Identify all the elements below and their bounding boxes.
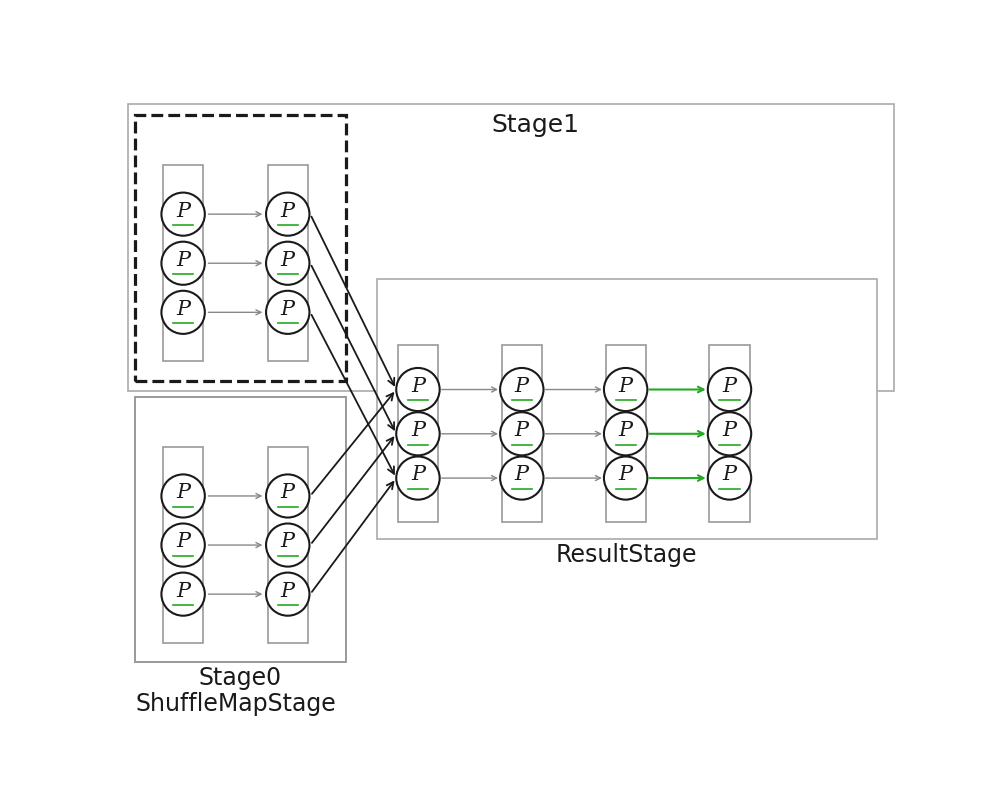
Circle shape bbox=[161, 573, 205, 616]
Text: P: P bbox=[281, 582, 295, 601]
Circle shape bbox=[161, 242, 205, 285]
Circle shape bbox=[604, 368, 647, 411]
Text: P: P bbox=[176, 251, 190, 270]
Circle shape bbox=[396, 456, 440, 500]
Text: P: P bbox=[281, 251, 295, 270]
Circle shape bbox=[604, 413, 647, 456]
Text: P: P bbox=[176, 202, 190, 220]
Circle shape bbox=[708, 456, 751, 500]
Bar bbox=[163, 165, 203, 361]
Bar bbox=[377, 279, 877, 539]
Text: P: P bbox=[619, 465, 633, 484]
Text: Stage0: Stage0 bbox=[199, 666, 282, 690]
Circle shape bbox=[266, 290, 309, 334]
Text: P: P bbox=[722, 465, 736, 484]
Text: P: P bbox=[176, 300, 190, 318]
Text: P: P bbox=[411, 465, 425, 484]
Text: P: P bbox=[411, 377, 425, 396]
Text: P: P bbox=[176, 532, 190, 551]
Text: P: P bbox=[619, 421, 633, 440]
Circle shape bbox=[161, 192, 205, 235]
Bar bbox=[268, 165, 308, 361]
Text: P: P bbox=[722, 421, 736, 440]
Text: ShuffleMapStage: ShuffleMapStage bbox=[135, 692, 336, 716]
Bar bbox=[128, 105, 894, 391]
Circle shape bbox=[161, 290, 205, 334]
Circle shape bbox=[266, 192, 309, 235]
Text: P: P bbox=[281, 484, 295, 503]
Bar bbox=[163, 447, 203, 643]
Text: P: P bbox=[515, 421, 529, 440]
Text: P: P bbox=[281, 202, 295, 220]
Circle shape bbox=[266, 523, 309, 567]
Circle shape bbox=[266, 474, 309, 518]
Text: P: P bbox=[176, 484, 190, 503]
Bar bbox=[135, 115, 346, 381]
Text: P: P bbox=[619, 377, 633, 396]
Text: P: P bbox=[515, 465, 529, 484]
Circle shape bbox=[500, 413, 544, 456]
Bar bbox=[709, 346, 750, 523]
Text: P: P bbox=[515, 377, 529, 396]
Circle shape bbox=[500, 456, 544, 500]
Text: P: P bbox=[411, 421, 425, 440]
Circle shape bbox=[708, 413, 751, 456]
Bar bbox=[502, 346, 542, 523]
Circle shape bbox=[604, 456, 647, 500]
Circle shape bbox=[161, 523, 205, 567]
Circle shape bbox=[708, 368, 751, 411]
Bar bbox=[135, 397, 346, 662]
Circle shape bbox=[266, 242, 309, 285]
Text: Stage1: Stage1 bbox=[492, 113, 580, 137]
Text: P: P bbox=[281, 532, 295, 551]
Circle shape bbox=[396, 368, 440, 411]
Bar bbox=[268, 447, 308, 643]
Circle shape bbox=[161, 474, 205, 518]
Text: P: P bbox=[281, 300, 295, 318]
Text: ResultStage: ResultStage bbox=[556, 543, 698, 567]
Circle shape bbox=[396, 413, 440, 456]
Text: P: P bbox=[722, 377, 736, 396]
Bar bbox=[606, 346, 646, 523]
Text: P: P bbox=[176, 582, 190, 601]
Circle shape bbox=[500, 368, 544, 411]
Circle shape bbox=[266, 573, 309, 616]
Bar bbox=[398, 346, 438, 523]
